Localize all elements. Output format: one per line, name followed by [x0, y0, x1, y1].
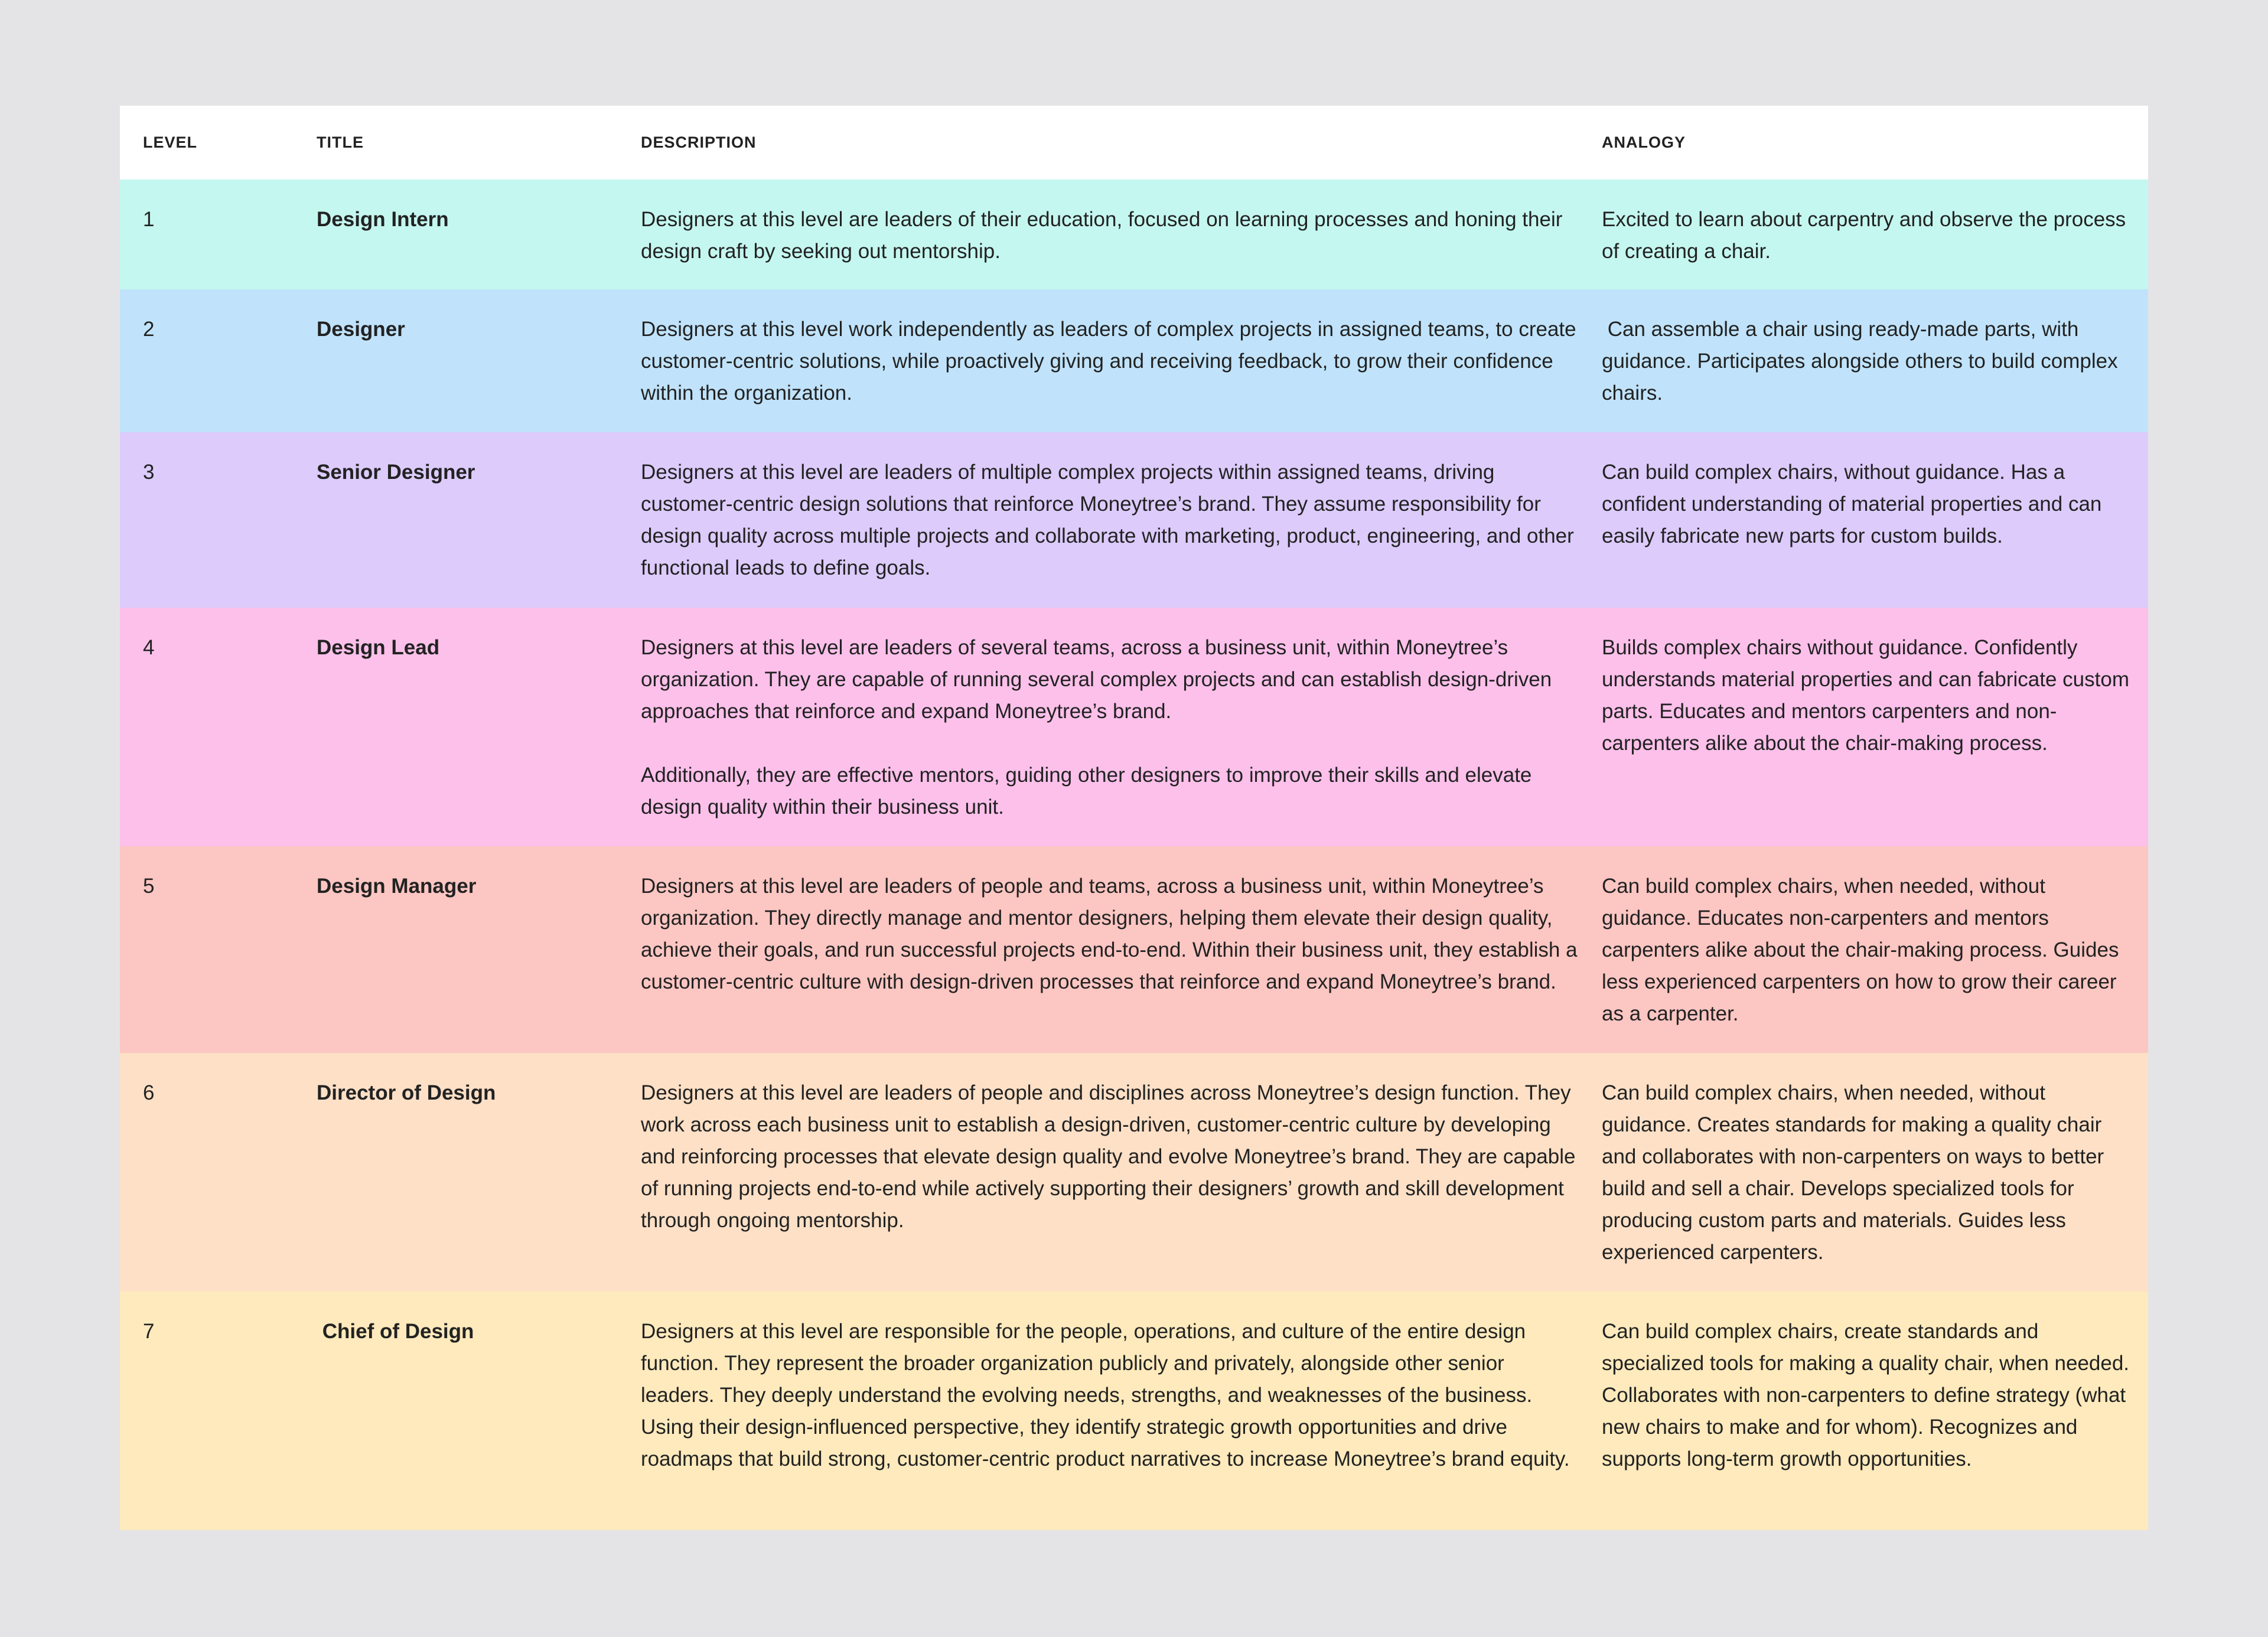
role-title: Design Lead — [317, 636, 440, 659]
level: 5 — [143, 875, 155, 898]
role-title: Senior Designer — [317, 461, 475, 484]
column-header: LEVEL — [143, 133, 198, 151]
column-header: DESCRIPTION — [641, 133, 757, 151]
table-row: 6 Director of Design Designers at this lev… — [120, 1053, 2148, 1292]
analogy: Can build complex chairs, create standar… — [1602, 1320, 2135, 1470]
analogy: Builds complex chairs without guidance. … — [1602, 636, 2135, 755]
description: Designers at this level are responsible … — [641, 1316, 1602, 1530]
level: 1 — [143, 208, 155, 231]
column-header: ANALOGY — [1602, 133, 1686, 151]
description-paragraph: Additionally, they are effective mentors… — [641, 764, 1538, 819]
description-paragraph: Designers at this level are leaders of p… — [641, 1081, 1582, 1232]
role-title: Chief of Design — [317, 1320, 474, 1343]
description: Designers at this level are leaders of s… — [641, 632, 1602, 846]
description-paragraph: Designers at this level are leaders of m… — [641, 461, 1580, 579]
description: Designers at this level are leaders of m… — [641, 456, 1602, 608]
table-row: 1 Design Intern Designers at this level ar… — [120, 180, 2148, 289]
analogy: Excited to learn about carpentry and obs… — [1602, 208, 2132, 263]
role-title: Design Intern — [317, 208, 449, 231]
description-paragraph: Designers at this level work independent… — [641, 318, 1582, 405]
table-row: 2 Designer Designers at this level work in… — [120, 289, 2148, 432]
column-header: TITLE — [317, 133, 364, 151]
level: 3 — [143, 461, 155, 484]
level: 7 — [143, 1320, 155, 1343]
description: Designers at this level work independent… — [641, 314, 1602, 432]
analogy: Can build complex chairs, when needed, w… — [1602, 1081, 2110, 1264]
levels-table: LEVEL TITLE DESCRIPTION ANALOGY 1 Design Inte… — [120, 106, 2148, 1530]
level: 6 — [143, 1081, 155, 1104]
header-row: LEVEL TITLE DESCRIPTION ANALOGY — [120, 106, 2148, 180]
description-paragraph: Designers at this level are leaders of p… — [641, 875, 1583, 993]
level: 4 — [143, 636, 155, 659]
table-row: 3 Senior Designer Designers at this level … — [120, 432, 2148, 608]
role-title: Designer — [317, 318, 405, 341]
description: Designers at this level are leaders of p… — [641, 1077, 1602, 1292]
table-row: 5 Design Manager Designers at this level a… — [120, 846, 2148, 1053]
analogy: Can build complex chairs, without guidan… — [1602, 461, 2108, 547]
analogy: Can assemble a chair using ready-made pa… — [1602, 318, 2124, 405]
analogy: Can build complex chairs, when needed, w… — [1602, 875, 2125, 1025]
description: Designers at this level are leaders of p… — [641, 870, 1602, 1053]
table-row: 7 Chief of Design Designers at this level… — [120, 1292, 2148, 1530]
table-row: 4 Design Lead Designers at this level are … — [120, 608, 2148, 846]
role-title: Design Manager — [317, 875, 477, 898]
description-paragraph: Designers at this level are responsible … — [641, 1320, 1570, 1470]
level: 2 — [143, 318, 155, 341]
role-title: Director of Design — [317, 1081, 496, 1104]
description-paragraph: Designers at this level are leaders of t… — [641, 208, 1569, 263]
description: Designers at this level are leaders of t… — [641, 204, 1602, 289]
description-paragraph: Designers at this level are leaders of s… — [641, 636, 1557, 723]
